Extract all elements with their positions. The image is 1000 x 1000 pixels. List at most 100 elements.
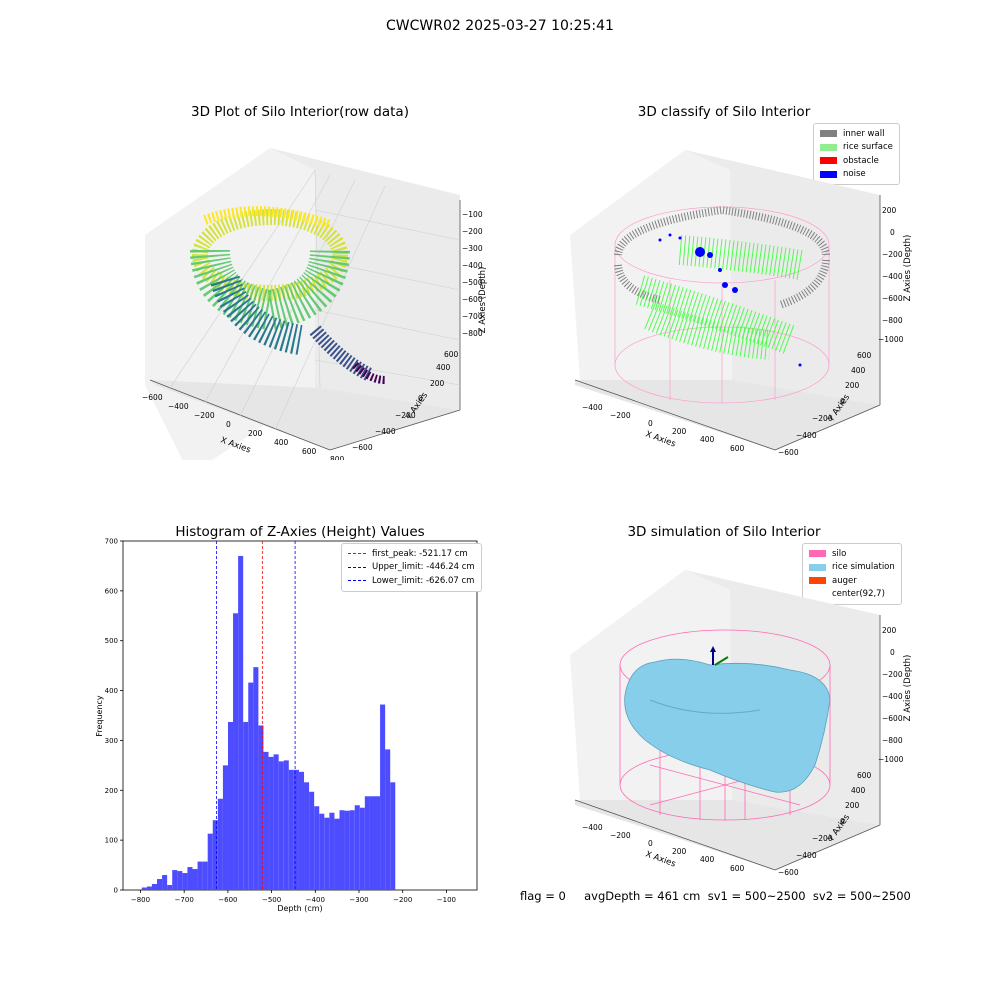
simulation-x-ticks: −400 −200 0 200 400 600: [582, 823, 745, 873]
histogram-bar: [202, 861, 208, 890]
legend-label: first_peak: -521.17 cm: [372, 548, 468, 559]
tick-label: −400: [882, 272, 903, 281]
tick-label: −600: [778, 868, 799, 877]
x-tick-label: −100: [437, 896, 456, 904]
histogram-bar: [364, 796, 370, 890]
histogram-bar: [248, 682, 254, 890]
x-tick-label: −800: [131, 896, 150, 904]
tick-label: 600: [302, 447, 317, 456]
tick-label: −200: [882, 670, 903, 679]
histogram-bar: [207, 833, 213, 890]
tick-label: 600: [730, 444, 745, 453]
tick-label: −600: [142, 393, 163, 402]
y-tick-label: 400: [105, 687, 118, 695]
tick-label: 200: [248, 429, 263, 438]
tick-label: 600: [857, 771, 872, 780]
tick-label: −700: [462, 312, 483, 321]
tick-label: 200: [882, 206, 897, 215]
tick-label: −200: [395, 411, 416, 420]
y-tick-label: 600: [105, 587, 118, 595]
histogram-bar: [222, 765, 228, 890]
histogram-bar: [187, 867, 193, 890]
tick-label: −200: [194, 411, 215, 420]
histogram-bar: [278, 761, 284, 890]
legend-label: Upper_limit: -446.24 cm: [372, 562, 475, 573]
histogram-title: Histogram of Z-Axies (Height) Values: [175, 524, 425, 540]
tick-label: 0: [840, 397, 845, 406]
legend-line-lower-limit: [348, 580, 366, 582]
raw-3d-plot: −600 −400 −200 0 200 400 600 800 X Axies…: [142, 148, 488, 460]
x-tick-label: −500: [262, 896, 281, 904]
tick-label: 0: [890, 648, 895, 657]
histogram-bar: [349, 810, 355, 890]
simulation-z-label: Z Axies (Depth): [903, 655, 913, 722]
histogram-bar: [177, 871, 183, 890]
histogram-y-label: Frequency: [95, 695, 104, 737]
legend-label: rice simulation: [832, 562, 895, 573]
tick-label: 800: [330, 455, 345, 460]
histogram-bar: [151, 884, 158, 890]
histogram-bar: [354, 805, 360, 890]
histogram-vlines: [216, 541, 296, 890]
histogram-bar: [329, 812, 335, 890]
histogram-bar: [380, 704, 386, 890]
legend-swatch-rice-simulation: [809, 563, 826, 571]
y-tick-label: 200: [105, 787, 118, 795]
tick-label: 0: [840, 817, 845, 826]
histogram-bar: [233, 613, 239, 890]
tick-label: −600: [882, 294, 903, 303]
y-tick-label: 500: [105, 637, 118, 645]
simulation-plot-title: 3D simulation of Silo Interior: [627, 524, 821, 540]
legend-swatch-center: [809, 590, 826, 598]
silo-wireframe: [614, 206, 830, 404]
noise-points: [658, 233, 802, 367]
tick-label: 400: [436, 363, 451, 372]
classify-x-ticks: −400 −200 0 200 400 600: [582, 403, 745, 453]
histogram-bar: [319, 813, 325, 890]
histogram-bar: [288, 769, 294, 890]
histogram-bar: [146, 886, 152, 890]
legend-label: center(92,7): [832, 589, 885, 600]
tick-label: −800: [882, 736, 903, 745]
tick-label: −100: [462, 210, 483, 219]
tick-label: −200: [610, 831, 631, 840]
tick-label: 0: [418, 394, 423, 403]
histogram-bar: [243, 721, 249, 890]
histogram-bar: [390, 782, 396, 890]
histogram-y-ticks: 0 100 200 300 400 500 600 700: [105, 538, 123, 895]
y-tick-label: 300: [105, 737, 118, 745]
tick-label: −400: [796, 431, 817, 440]
status-footer: flag = 0 avgDepth = 461 cm sv1 = 500~250…: [520, 889, 911, 903]
raw-point-cloud: [190, 206, 386, 384]
x-tick-label: −200: [393, 896, 412, 904]
simulation-y-ticks: −600 −400 −200 0 200 400 600: [778, 771, 872, 877]
histogram-bar: [309, 791, 315, 890]
histogram-bar: [385, 749, 391, 890]
histogram-bar: [304, 782, 310, 890]
simulation-z-ticks: 200 0 −200 −400 −600 −800 −1000: [878, 626, 904, 764]
histogram-bar: [344, 810, 350, 890]
tick-label: 0: [890, 228, 895, 237]
histogram-bars: [141, 555, 396, 890]
tick-label: 400: [700, 855, 715, 864]
tick-label: −1000: [878, 335, 904, 344]
histogram-bar: [374, 796, 381, 890]
legend-swatch-rice-surface: [820, 143, 837, 151]
simulation-3d-plot: −400 −200 0 200 400 600 X Axies −600 −40…: [570, 570, 913, 877]
classify-legend: inner wall rice surface obstacle noise: [813, 123, 900, 185]
histogram-x-label: Depth (cm): [277, 904, 322, 913]
legend-swatch-noise: [820, 170, 837, 178]
histogram-bar: [339, 810, 345, 890]
y-tick-label: 700: [105, 538, 118, 546]
histogram-bar: [263, 751, 269, 890]
rice-simulation-surface: [624, 658, 831, 793]
histogram-bar: [369, 796, 375, 890]
tick-label: −200: [882, 250, 903, 259]
legend-label: auger: [832, 575, 857, 586]
tick-label: 200: [845, 381, 860, 390]
histogram-bar: [283, 760, 289, 890]
histogram-bar: [167, 885, 173, 890]
classify-3d-plot: −400 −200 0 200 400 600 X Axies −600 −40…: [570, 150, 913, 457]
legend-line-first-peak: [348, 553, 366, 555]
auger-arrows: [710, 646, 729, 666]
